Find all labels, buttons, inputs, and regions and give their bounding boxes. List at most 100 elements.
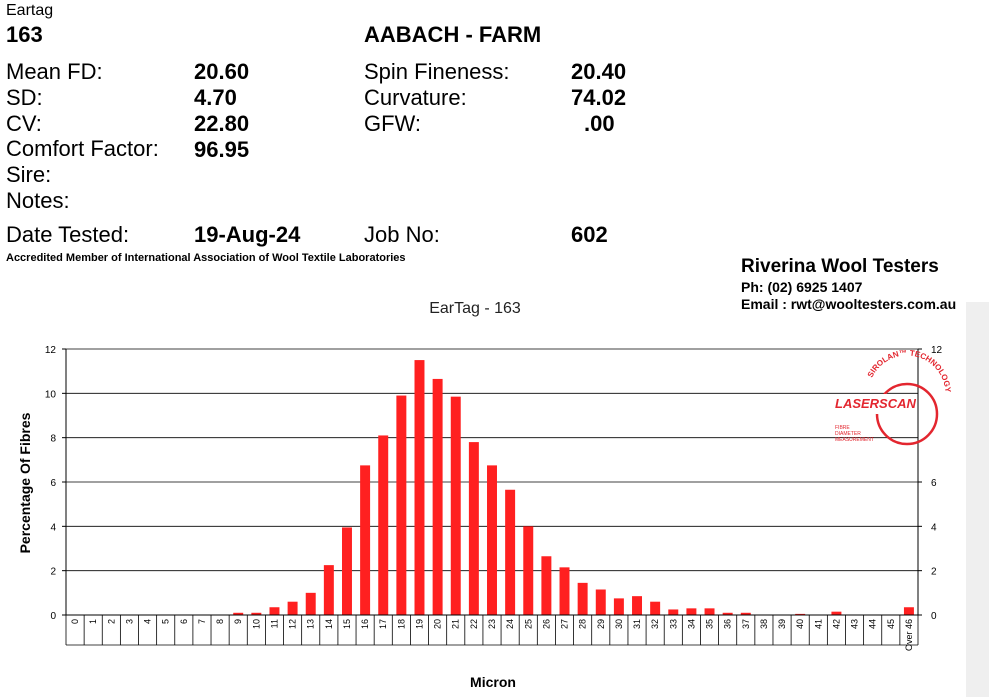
x-tick-label: 42 <box>831 619 841 629</box>
x-tick-label: 15 <box>342 619 352 629</box>
x-tick-label: 20 <box>433 619 443 629</box>
curvature-label: Curvature: <box>364 85 467 110</box>
y-tick-label: 12 <box>45 345 57 356</box>
bar-35 <box>704 608 715 615</box>
x-tick-label: 38 <box>759 619 769 629</box>
y-tick-label-right: 4 <box>931 522 937 533</box>
notes-label: Notes: <box>6 188 70 213</box>
x-tick-label: 7 <box>197 619 207 624</box>
x-tick-label: 28 <box>578 619 588 629</box>
bar-26 <box>541 556 552 615</box>
x-tick-label: 37 <box>741 619 751 629</box>
y-tick-label: 8 <box>50 434 56 445</box>
y-tick-label-right: 12 <box>931 345 943 356</box>
x-tick-label: 27 <box>560 619 570 629</box>
bar-16 <box>360 465 371 615</box>
mean-fd-value: 20.60 <box>194 59 250 84</box>
x-axis-label: Micron <box>470 674 516 690</box>
x-tick-label: 19 <box>414 619 424 629</box>
x-tick-label: 1 <box>88 619 98 624</box>
bar-42 <box>831 611 842 615</box>
logo-sub-2: DIAMETER <box>835 431 861 437</box>
bar-15 <box>341 527 352 615</box>
logo-sub-3: MEASUREMENT <box>835 437 874 443</box>
farm-name: AABACH - FARM <box>364 22 542 47</box>
gfw-value: .00 <box>584 111 615 136</box>
x-tick-label: 31 <box>632 619 642 629</box>
bar-22 <box>468 442 479 615</box>
spin-fineness-value: 20.40 <box>571 59 627 84</box>
x-tick-label: 13 <box>306 619 316 629</box>
x-tick-label: 8 <box>215 619 225 624</box>
y-tick-label: 0 <box>50 611 56 622</box>
logo-sub-1: FIBRE <box>835 425 850 431</box>
gfw-label: GFW: <box>364 111 422 136</box>
y-tick-label: 6 <box>50 478 56 489</box>
sd-label: SD: <box>6 85 43 110</box>
curvature-value: 74.02 <box>571 85 627 110</box>
date-tested-label: Date Tested: <box>6 222 130 247</box>
y-tick-label-right: 2 <box>931 567 937 578</box>
cv-value: 22.80 <box>194 111 250 136</box>
y-tick-label-right: 6 <box>931 478 937 489</box>
company-phone: Ph: (02) 6925 1407 <box>741 279 863 295</box>
x-tick-label: 9 <box>233 619 243 624</box>
mean-fd-label: Mean FD: <box>6 59 103 84</box>
vertical-scrollbar[interactable] <box>966 302 989 697</box>
chart-bars <box>233 360 914 615</box>
x-tick-label: 12 <box>288 619 298 629</box>
bar-12 <box>287 601 298 615</box>
x-tick-label: 16 <box>360 619 370 629</box>
accreditation-text: Accredited Member of International Assoc… <box>6 252 406 264</box>
bar-31 <box>632 596 643 615</box>
bar-34 <box>686 608 697 615</box>
bar-28 <box>577 582 588 615</box>
x-tick-label: 45 <box>886 619 896 629</box>
y-axis-left-ticks: 0 2 4 6 8 10 12 <box>45 345 66 622</box>
bar-17 <box>378 435 389 615</box>
x-tick-label: 22 <box>469 619 479 629</box>
x-tick-label: 40 <box>795 619 805 629</box>
y-tick-label: 4 <box>50 522 56 533</box>
x-tick-label: 26 <box>541 619 551 629</box>
logo-brand: LASERSCAN <box>835 396 917 411</box>
bar-18 <box>396 395 407 615</box>
laserscan-logo: SIROLAN™ TECHNOLOGY LASERSCAN FIBRE DIAM… <box>835 348 953 446</box>
x-tick-label: 4 <box>143 619 153 624</box>
bar-19 <box>414 360 425 615</box>
x-tick-label: 24 <box>505 619 515 629</box>
x-tick-label: 32 <box>650 619 660 629</box>
x-tick-label: 10 <box>251 619 261 629</box>
bar-37 <box>740 612 751 615</box>
company-email: Email : rwt@wooltesters.com.au <box>741 296 957 312</box>
bar-Over 46 <box>903 607 914 615</box>
bar-32 <box>650 601 661 615</box>
x-axis-ticks: 0 1 2 3 4 5 6 7 8 9 10 11 12 13 14 15 16 17 18 19 20 21 22 23 24… <box>65 615 919 651</box>
eartag-label: Eartag <box>6 2 54 19</box>
y-tick-label-right: 0 <box>931 611 937 622</box>
bar-33 <box>668 609 679 615</box>
x-tick-label: 6 <box>179 619 189 624</box>
x-tick-label: 41 <box>813 619 823 629</box>
y-tick-label: 10 <box>45 389 57 400</box>
x-tick-label: 39 <box>777 619 787 629</box>
date-tested-value: 19-Aug-24 <box>194 222 301 247</box>
y-tick-label: 2 <box>50 567 56 578</box>
job-no-value: 602 <box>571 222 608 247</box>
cv-label: CV: <box>6 111 42 136</box>
x-tick-label: 23 <box>487 619 497 629</box>
chart-title: EarTag - 163 <box>429 300 521 317</box>
comfort-factor-label: Comfort Factor: <box>6 136 159 161</box>
eartag-value: 163 <box>6 22 43 47</box>
x-tick-label: 3 <box>124 619 134 624</box>
sd-value: 4.70 <box>194 85 237 110</box>
bar-23 <box>487 465 497 615</box>
bar-9 <box>233 612 244 615</box>
job-no-label: Job No: <box>364 222 440 247</box>
x-tick-label: 21 <box>451 619 461 629</box>
bar-24 <box>505 489 516 615</box>
comfort-factor-value: 96.95 <box>194 137 250 162</box>
x-tick-label: 43 <box>850 619 860 629</box>
x-tick-label: 30 <box>614 619 624 629</box>
